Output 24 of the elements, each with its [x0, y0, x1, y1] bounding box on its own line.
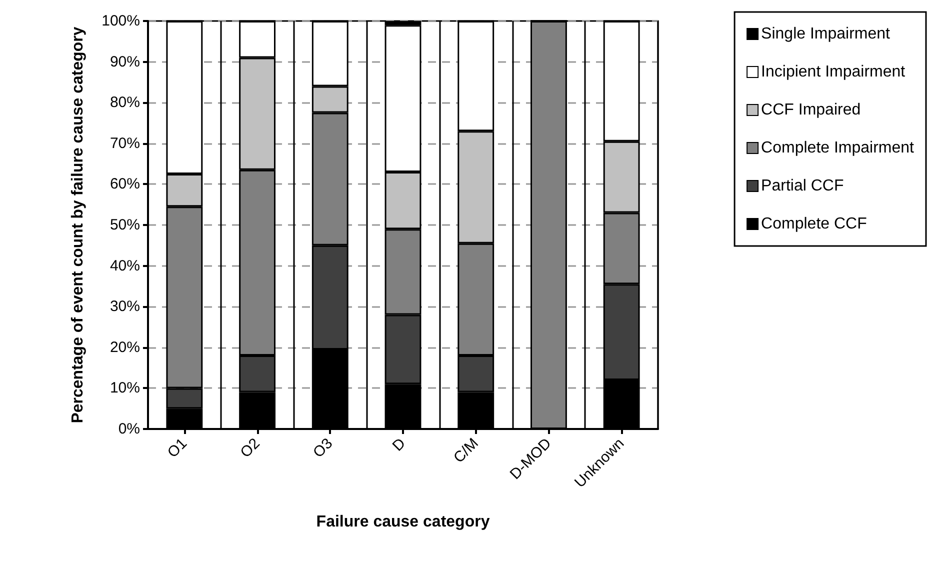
y-tick-label: 10%: [110, 380, 140, 397]
x-tick-label: O1: [164, 434, 190, 462]
y-tick-label: 70%: [110, 134, 140, 152]
y-tick-label: 20%: [110, 338, 140, 356]
y-axis-title: Percentage of event count by failure cause category: [70, 26, 86, 424]
y-tick-label: 60%: [110, 176, 140, 193]
y-tick-label: 100%: [102, 12, 140, 30]
y-tick-label: 0%: [118, 420, 140, 438]
y-tick-label: 40%: [110, 257, 140, 274]
x-tick-label: C/M: [450, 434, 482, 466]
y-tick-label: 80%: [110, 94, 140, 112]
legend-label: Single Impairment: [761, 26, 891, 42]
x-tick-label: D: [389, 434, 410, 455]
y-tick-label: 30%: [110, 298, 140, 316]
legend-label: Complete Impairment: [761, 140, 915, 156]
legend-label: Complete CCF: [761, 216, 868, 232]
x-tick-label: O2: [237, 434, 264, 462]
x-axis-title: Failure cause category: [316, 514, 490, 530]
legend-label: CCF Impaired: [761, 102, 861, 118]
legend-label: Incipient Impairment: [761, 64, 906, 80]
y-tick-label: 50%: [110, 216, 140, 234]
x-tick-label: O3: [310, 434, 336, 462]
legend-label: Partial CCF: [761, 178, 844, 194]
y-tick-label: 90%: [110, 53, 140, 70]
